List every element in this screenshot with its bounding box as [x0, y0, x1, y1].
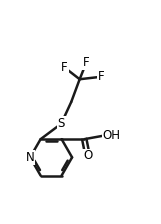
Text: F: F — [98, 70, 105, 83]
Text: F: F — [83, 56, 90, 69]
Text: N: N — [26, 151, 34, 164]
Text: S: S — [57, 117, 65, 130]
Text: F: F — [61, 61, 68, 74]
Text: O: O — [83, 149, 92, 162]
Text: OH: OH — [103, 129, 121, 142]
